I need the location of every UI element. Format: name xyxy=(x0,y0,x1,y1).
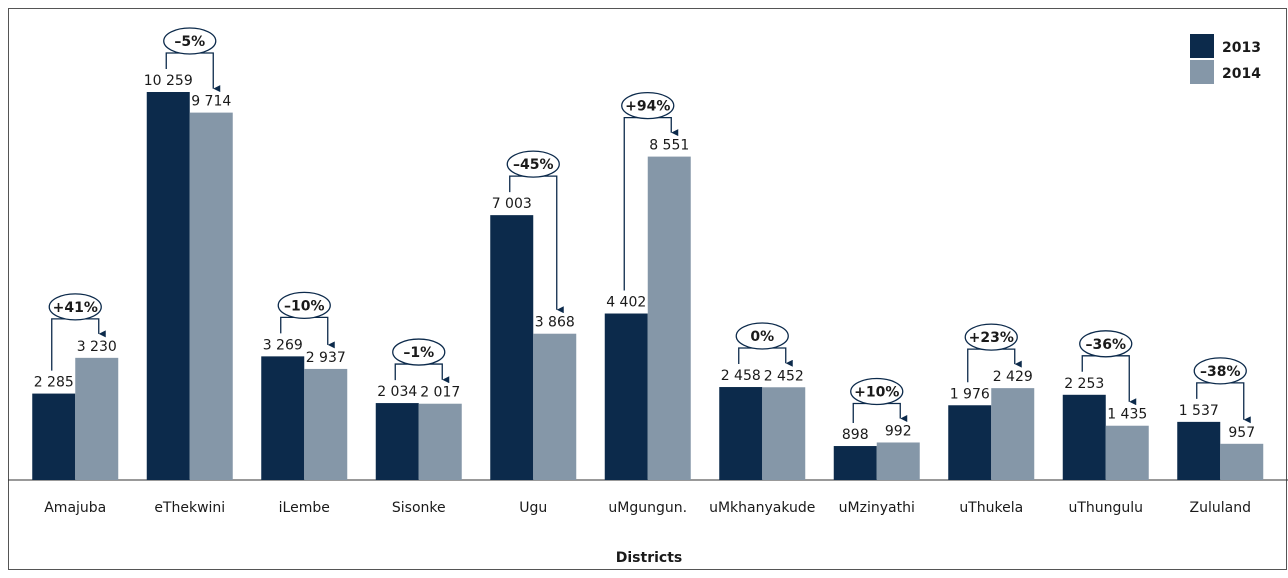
change-label: +23% xyxy=(969,330,1014,346)
change-bubble xyxy=(1193,357,1247,385)
change-bracket xyxy=(852,402,908,424)
value-label: 2 937 xyxy=(306,350,346,366)
bar xyxy=(189,112,233,480)
x-tick-label: uThungulu xyxy=(1068,500,1143,516)
x-tick-label: uThukela xyxy=(959,500,1023,516)
change-bubble xyxy=(506,150,560,178)
x-tick-label: uMzinyathi xyxy=(839,500,915,516)
value-label: 1 537 xyxy=(1179,403,1219,419)
value-label: 957 xyxy=(1228,425,1255,441)
value-label: 3 868 xyxy=(535,315,575,331)
change-bubble xyxy=(964,323,1018,351)
bar xyxy=(533,333,577,480)
change-label: –1% xyxy=(403,345,434,361)
value-label: 3 230 xyxy=(77,339,117,355)
change-label: –10% xyxy=(284,298,325,314)
x-tick-label: eThekwini xyxy=(154,500,225,516)
value-label: 2 253 xyxy=(1064,376,1104,392)
frame xyxy=(8,8,1287,570)
bar xyxy=(32,393,76,480)
change-bubble xyxy=(48,293,102,321)
bar xyxy=(375,403,419,480)
bar xyxy=(876,442,920,480)
value-label: 2 285 xyxy=(34,375,74,391)
change-bracket xyxy=(738,347,793,367)
bar xyxy=(261,356,305,480)
x-tick-label: uMkhanyakude xyxy=(709,500,815,516)
change-label: –45% xyxy=(513,157,554,173)
bar xyxy=(490,215,534,481)
bar xyxy=(719,387,763,480)
bar xyxy=(1062,394,1106,480)
value-label: 9 714 xyxy=(191,94,231,110)
x-tick-label: Amajuba xyxy=(44,500,106,516)
x-tick-label: Sisonke xyxy=(392,500,446,516)
legend-text: 2013 xyxy=(1222,40,1261,56)
change-label: +41% xyxy=(53,300,98,316)
legend-swatch xyxy=(1190,34,1214,58)
bar xyxy=(833,446,877,480)
x-tick-label: iLembe xyxy=(279,500,330,516)
value-label: 3 269 xyxy=(263,337,303,353)
value-label: 8 551 xyxy=(649,138,689,154)
value-label: 898 xyxy=(842,427,869,443)
value-label: 1 435 xyxy=(1107,407,1147,423)
value-label: 4 402 xyxy=(606,295,646,311)
change-bubble xyxy=(277,291,331,320)
change-bubble xyxy=(735,322,789,350)
x-tick-label: uMgungun. xyxy=(608,500,687,516)
bar xyxy=(604,313,648,480)
bar xyxy=(304,368,348,480)
bar xyxy=(948,405,992,480)
legend-text: 2014 xyxy=(1222,66,1261,82)
bar xyxy=(647,156,691,480)
x-tick-label: Ugu xyxy=(519,500,547,516)
bar xyxy=(1105,425,1149,480)
change-label: +94% xyxy=(625,99,670,115)
bar xyxy=(1177,421,1221,480)
bar xyxy=(146,92,190,480)
change-label: –38% xyxy=(1200,364,1241,380)
x-tick-label: Zululand xyxy=(1190,500,1251,516)
bar xyxy=(418,403,462,480)
value-label: 10 259 xyxy=(144,73,193,89)
value-label: 2 458 xyxy=(721,368,761,384)
change-label: –36% xyxy=(1085,337,1126,353)
value-label: 2 017 xyxy=(420,385,460,401)
bar xyxy=(75,357,119,480)
change-label: –5% xyxy=(174,34,205,50)
value-label: 2 034 xyxy=(377,384,417,400)
bar xyxy=(991,388,1035,480)
legend-swatch xyxy=(1190,60,1214,84)
x-axis-title: Districts xyxy=(616,550,682,566)
value-label: 1 976 xyxy=(950,386,990,402)
change-label: 0% xyxy=(750,329,774,345)
change-bubble xyxy=(392,338,446,366)
change-label: +10% xyxy=(854,384,899,400)
change-bubble xyxy=(163,27,217,55)
value-label: 2 452 xyxy=(764,368,804,384)
bar xyxy=(1220,443,1264,480)
value-label: 992 xyxy=(885,423,912,439)
bar xyxy=(762,387,806,480)
value-label: 7 003 xyxy=(492,196,532,212)
change-bubble xyxy=(621,91,675,120)
change-bubble xyxy=(850,377,904,406)
change-bubble xyxy=(1079,330,1133,358)
change-bracket xyxy=(394,363,450,384)
value-label: 2 429 xyxy=(993,369,1033,385)
